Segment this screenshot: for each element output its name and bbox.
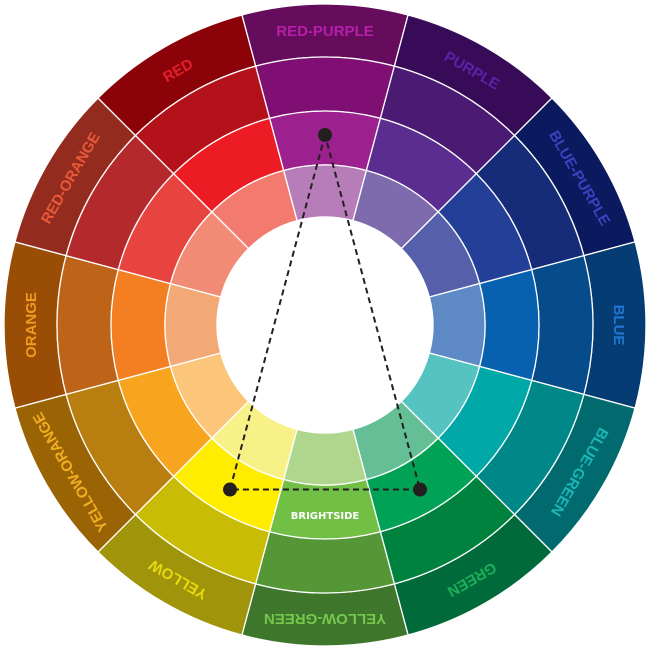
segment-blue-ring-4: [428, 282, 486, 368]
segment-red-purple-ring-2: [254, 56, 396, 120]
segment-yellow-green-ring-3: [268, 478, 382, 540]
wheel-segments: [3, 3, 647, 647]
triad-dot-red-purple: [318, 128, 332, 142]
segment-orange-ring-3: [110, 268, 172, 382]
hue-label-orange: ORANGE: [23, 292, 40, 358]
segment-red-purple-ring-4: [282, 164, 368, 222]
triad-lines: [228, 131, 422, 491]
segment-orange-ring-2: [56, 254, 120, 396]
segment-yellow-green-ring-4: [282, 428, 368, 486]
hue-label-yellow-green: YELLOW-GREEN: [264, 610, 386, 627]
hue-label-blue: BLUE: [610, 305, 627, 346]
segment-blue-ring-2: [530, 254, 594, 396]
brand-label: BRIGHTSIDE: [291, 511, 360, 522]
segment-orange-ring-4: [164, 282, 222, 368]
hue-label-red-purple: RED-PURPLE: [276, 23, 374, 40]
segment-yellow-green-ring-2: [254, 530, 396, 594]
triad-dot-yellow: [223, 482, 237, 497]
triad-dot-green: [413, 482, 427, 497]
segment-blue-ring-3: [478, 268, 540, 382]
triad-triangle: [223, 128, 427, 497]
wheel-center: [217, 217, 433, 433]
